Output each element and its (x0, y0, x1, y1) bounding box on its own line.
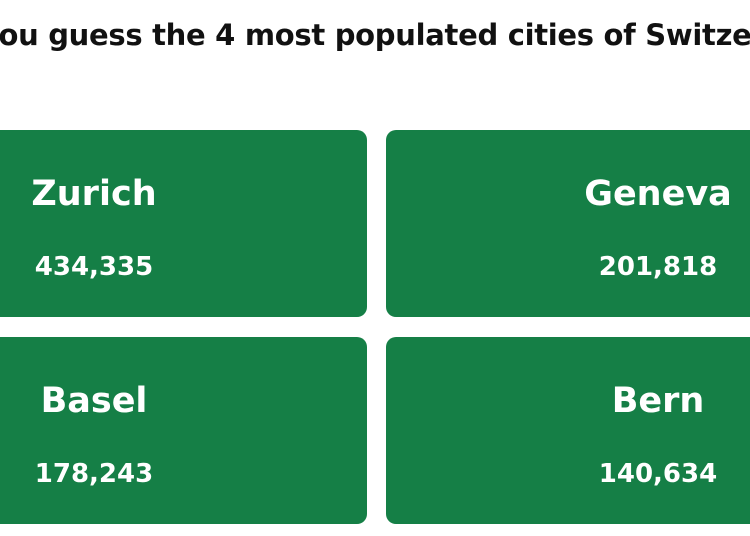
city-card[interactable]: Bern 140,634 (386, 337, 750, 524)
city-name: Bern (611, 381, 705, 421)
city-card[interactable]: Zurich 434,335 (0, 130, 367, 317)
city-card[interactable]: Basel 178,243 (0, 337, 367, 524)
city-population: 140,634 (598, 459, 718, 489)
city-population: 178,243 (34, 459, 154, 489)
city-card[interactable]: Geneva 201,818 (386, 130, 750, 317)
page-title: ou guess the 4 most populated cities of … (0, 18, 750, 52)
city-name: Basel (40, 381, 148, 421)
city-population: 434,335 (34, 252, 154, 282)
city-name: Geneva (584, 174, 732, 214)
city-population: 201,818 (598, 252, 718, 282)
city-name: Zurich (31, 174, 157, 214)
